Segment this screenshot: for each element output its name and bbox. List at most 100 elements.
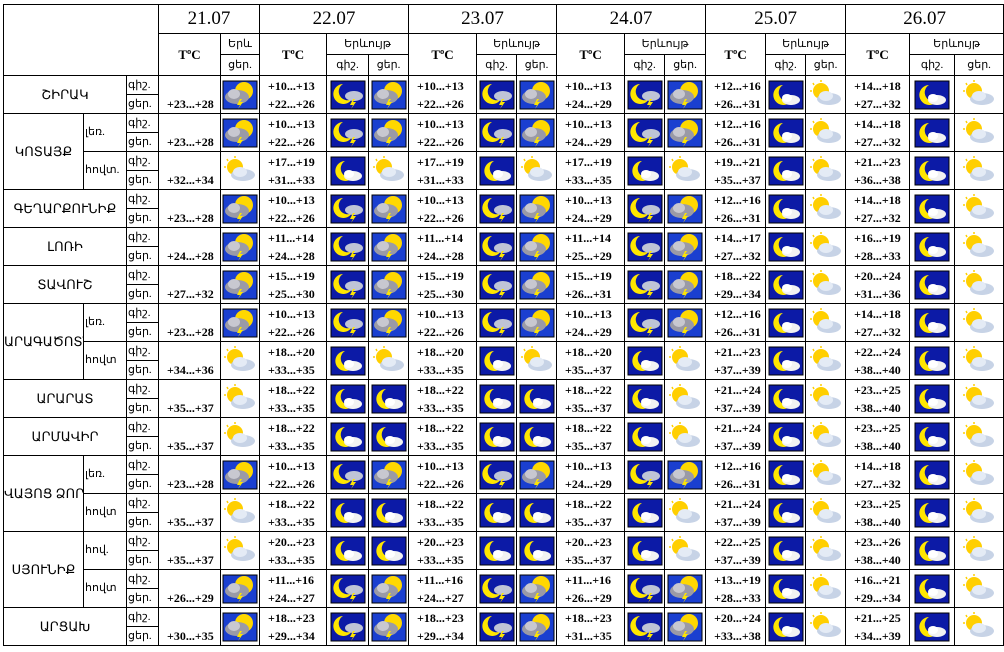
weather-icon-cell [220, 75, 261, 114]
weather-icon-cell [664, 151, 707, 190]
weather-icon [809, 79, 841, 105]
night-temp: +17...+19 [417, 154, 464, 169]
zone-label: լեռ. [83, 303, 127, 342]
weather-icon [809, 307, 841, 333]
data-row: ԳԵՂԱՐՔՈՒՆԻՔ գիշ. +23...+28 +10...+13 +22...+… [3, 189, 1004, 228]
period-label: գիշ. [125, 151, 160, 171]
weather-icon [627, 574, 663, 603]
weather-icon-cell [516, 189, 558, 228]
weather-icon-cell [664, 227, 707, 266]
temperature: +18...+22 +33...+35 [259, 417, 328, 456]
night-temp: +10...+13 [565, 306, 612, 321]
data-row: ցեր. [4, 626, 1004, 646]
weather-icon-cell [326, 75, 370, 114]
night-temp: +14...+18 [854, 116, 901, 131]
weather-icon-cell [476, 569, 518, 608]
day-temp: +24...+29 [565, 96, 612, 111]
temperature: +18...+20 +33...+35 [408, 341, 478, 380]
weather-icon [963, 497, 995, 523]
data-row: հովտ գիշ. +34...+36 +18...+20 +33...+35 +18..… [4, 341, 1004, 380]
temperature: +26...+29 [158, 569, 222, 608]
weather-icon-cell [624, 417, 666, 456]
weather-icon [914, 232, 950, 261]
data-row: ցեր. [4, 398, 1004, 418]
weather-icon-cell [909, 227, 956, 266]
weather-icon [963, 155, 995, 181]
period-label: ցեր. [125, 436, 160, 456]
day-temp: +35...+37 [565, 552, 612, 567]
day-temp: +33...+35 [417, 552, 464, 567]
night-temp: +11...+16 [268, 572, 315, 587]
night-temp: +18...+23 [417, 610, 464, 625]
day-temp: +33...+38 [714, 628, 761, 643]
night-temp: +10...+13 [268, 116, 315, 131]
weather-icon [768, 156, 804, 185]
weather-icon-cell [664, 531, 707, 570]
data-row: ԱՐՄԱՎԻՐ գիշ. +35...+37 +18...+22 +33...+35 +1… [3, 417, 1004, 456]
weather-icon-cell [954, 189, 1004, 228]
weather-icon-cell [954, 531, 1004, 570]
weather-icon-cell [368, 113, 410, 152]
temperature: +12...+16 +26...+31 [705, 189, 767, 228]
weather-icon-cell [664, 607, 707, 646]
weather-icon-cell [368, 531, 410, 570]
temperature: +23...+25 +38...+40 [845, 493, 911, 532]
data-row: ցեր. [4, 322, 1004, 342]
weather-icon-cell [954, 417, 1004, 456]
weather-icon [222, 612, 258, 641]
weather-icon [963, 269, 995, 295]
weather-icon-cell [516, 341, 558, 380]
data-row: ցեր. [4, 132, 1004, 152]
weather-icon-cell [624, 303, 666, 342]
weather-icon [371, 498, 407, 527]
temperature: +21...+24 +37...+39 [705, 379, 767, 418]
data-row: ԿՈՏԱՅՔ լեռ. գիշ. +23...+28 +10...+13 +22...+2… [3, 113, 1004, 190]
day-temp: +38...+40 [854, 514, 901, 529]
weather-icon [669, 155, 701, 181]
weather-icon [519, 308, 555, 337]
weather-icon [371, 194, 407, 223]
weather-icon [809, 459, 841, 485]
weather-icon [768, 308, 804, 337]
night-temp: +23...+25 [854, 382, 901, 397]
day-temp: +24...+29 [565, 210, 612, 225]
weather-icon [627, 118, 663, 147]
night-temp: +17...+19 [565, 154, 612, 169]
weather-icon [330, 270, 366, 299]
data-row: ՎԱՅՈՑ ՁՈՐ լեռ. գիշ. +23...+28 +10...+13 +22..… [3, 455, 1004, 532]
night-temp: +14...+17 [714, 230, 761, 245]
temperature: +23...+28 [158, 303, 222, 342]
temperature: +18...+22 +29...+34 [705, 265, 767, 304]
temperature: +16...+21 +29...+34 [845, 569, 911, 608]
day-temp: +33...+35 [565, 172, 612, 187]
day-temp: +33...+35 [417, 438, 464, 453]
night-header: գիշ. [765, 54, 807, 76]
day-temp: +24...+28 [167, 249, 214, 263]
weather-icon-cell [765, 493, 807, 532]
night-temp: +18...+22 [565, 496, 612, 511]
weather-icon [627, 308, 663, 337]
temperature: +17...+19 +33...+35 [556, 151, 626, 190]
day-header: ցեր. [516, 54, 558, 76]
weather-icon-cell [664, 113, 707, 152]
weather-icon-cell [220, 379, 261, 418]
weather-icon-cell [765, 379, 807, 418]
weather-icon [914, 346, 950, 375]
day-temp: +22...+26 [268, 324, 315, 339]
weather-icon-cell [664, 341, 707, 380]
night-temp: +18...+22 [268, 382, 315, 397]
weather-icon [914, 118, 950, 147]
weather-icon-cell [954, 379, 1004, 418]
weather-icon-cell [220, 341, 261, 380]
night-temp: +22...+24 [854, 344, 901, 359]
weather-icon [627, 232, 663, 261]
period-label: գիշ. [125, 303, 160, 323]
weather-icon [768, 460, 804, 489]
weather-icon [372, 345, 404, 371]
weather-icon [963, 117, 995, 143]
weather-icon [669, 497, 701, 523]
zone-label: հովտ. [83, 151, 127, 190]
temperature: +18...+20 +35...+37 [556, 341, 626, 380]
temperature: +11...+14 +25...+29 [556, 227, 626, 266]
weather-icon [371, 384, 407, 413]
